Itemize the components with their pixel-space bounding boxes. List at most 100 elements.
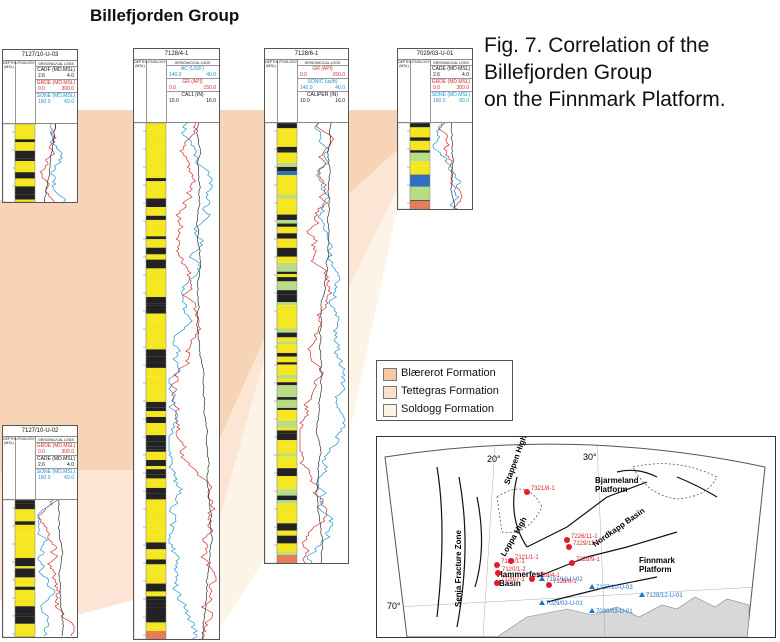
lithology-bed xyxy=(15,579,35,585)
depth-header: DEPTH (MSL) xyxy=(398,60,411,122)
lithology-bed xyxy=(277,317,297,326)
well-log-body xyxy=(3,500,75,637)
meridian-30 xyxy=(596,444,606,638)
legend-swatch xyxy=(383,386,397,399)
lithology-bed xyxy=(277,378,297,383)
scale-max: 300.0 xyxy=(61,449,74,455)
lithology-bed xyxy=(15,555,35,559)
feature-hammerfest-basin: Hammerfest Basin xyxy=(497,570,544,588)
lithology-bed xyxy=(277,311,297,318)
lithology-bed xyxy=(277,262,297,272)
well-marker xyxy=(524,489,530,495)
scale-min: 0.0 xyxy=(169,85,176,91)
log-scale: 140.0 40.0 xyxy=(297,85,348,92)
longitude-label-30: 30° xyxy=(583,452,597,462)
lithology-bed xyxy=(146,482,166,488)
legend-label: Tettegras Formation xyxy=(401,385,499,397)
lithology-bed-blue xyxy=(277,171,297,175)
lithology-bed xyxy=(146,154,166,163)
lithology-bed xyxy=(15,181,35,184)
log-scale: 0.0 150.0 xyxy=(166,85,219,92)
log-curve-label: GRDE (MD.MSL) xyxy=(36,443,76,449)
well-name: 7128/4-1 xyxy=(164,51,189,57)
legend-label: Blærerot Formation xyxy=(401,367,496,379)
lithology-bed xyxy=(146,569,166,574)
lithology-bed xyxy=(277,385,297,390)
lithology-bed xyxy=(15,186,35,195)
lithology-bed xyxy=(277,427,297,431)
scale-max: 60.0 xyxy=(64,99,74,105)
scale-min: 0.0 xyxy=(38,86,45,92)
lithology-bed xyxy=(277,138,297,147)
lithology-bed xyxy=(277,328,297,333)
lithology-bed xyxy=(146,401,166,408)
lithology-bed xyxy=(146,394,166,402)
well-name: 7127/10-U-02 xyxy=(21,428,59,434)
lithology-bed xyxy=(277,183,297,187)
lithology-bed xyxy=(277,523,297,531)
lithology-bed xyxy=(410,152,430,158)
figure-caption: Fig. 7. Correlation of the Billefjorden … xyxy=(484,32,776,113)
well-log-body xyxy=(3,124,66,202)
map-canvas: 20° 30° 70° Stappen High Bjarmeland Platf… xyxy=(384,434,766,638)
lithology-bed xyxy=(277,123,297,129)
lithology-bed xyxy=(410,137,430,141)
lithology-bed xyxy=(15,616,35,624)
lithology-bed xyxy=(146,236,166,240)
lithology-bed xyxy=(146,198,166,208)
lithology-bed xyxy=(277,290,297,295)
scale-min: 2.6 xyxy=(433,72,440,78)
lithology-bed xyxy=(277,535,297,544)
lithology-bed xyxy=(277,214,297,220)
log-curve xyxy=(450,123,455,209)
lithology-bed xyxy=(146,172,166,179)
lithology-bed xyxy=(277,495,297,501)
lithology-bed xyxy=(277,362,297,365)
log-curve xyxy=(168,123,213,639)
lithology-bed xyxy=(146,254,166,257)
lithology-bed xyxy=(410,132,430,138)
depth-track xyxy=(265,123,278,563)
logs-header: GR/SONIC/CAL LOGS xyxy=(35,62,77,67)
depth-track xyxy=(3,500,16,637)
log-scale: 10.0 16.0 xyxy=(297,98,348,104)
lithology-bed xyxy=(146,441,166,447)
well-marker-blue xyxy=(539,576,545,581)
lithology-bed xyxy=(146,390,166,393)
lithology-bed xyxy=(277,186,297,196)
lithology-bed xyxy=(277,433,297,441)
lithology-bed xyxy=(146,186,166,191)
lithology-bed xyxy=(146,449,166,452)
lithology-bed xyxy=(277,162,297,167)
lithology-bed xyxy=(146,207,166,214)
lithology-bed xyxy=(146,559,166,565)
lithology-bed xyxy=(15,158,35,162)
lithology-bed xyxy=(277,382,297,386)
depth-header: DEPTH (MSL) xyxy=(134,60,147,122)
lithology-bed xyxy=(146,607,166,615)
scale-min: 0.0 xyxy=(433,85,440,91)
well-marker-label: 7226/11-1 xyxy=(571,534,598,540)
lithology-bed xyxy=(146,297,166,304)
scale-max: 40.0 xyxy=(206,72,216,78)
lithology-bed xyxy=(277,367,297,375)
well-panel-7127-10-U-02: 7127/10-U-02 DEPTH (MSL) LITHOLOGY GR/SO… xyxy=(2,425,78,638)
scale-max: 300.0 xyxy=(61,86,74,92)
lithology-bed xyxy=(146,281,166,286)
scale-min: 10.0 xyxy=(300,98,310,104)
well-marker xyxy=(494,562,500,568)
lithology-bed xyxy=(146,288,166,294)
lithology-bed xyxy=(146,178,166,182)
lithology-bed xyxy=(146,349,166,357)
lithology-bed xyxy=(146,225,166,232)
well-marker-label: 7128/4-1 xyxy=(536,573,560,579)
scale-max: 300.0 xyxy=(456,85,469,91)
lithology-bed xyxy=(410,169,430,178)
lithology-bed xyxy=(277,226,297,230)
lithology-bed xyxy=(15,599,35,607)
lithology-bed xyxy=(15,532,35,536)
lithology-bed xyxy=(15,524,35,533)
longitude-label-20: 20° xyxy=(487,454,501,464)
lithology-bed-red xyxy=(146,631,166,639)
well-marker-blue xyxy=(539,600,545,605)
